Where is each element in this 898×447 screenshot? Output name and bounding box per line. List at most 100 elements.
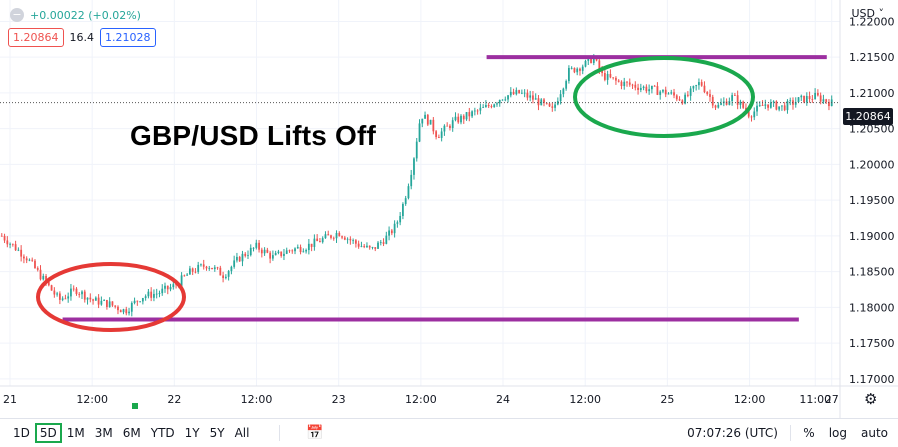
candle-body [155,293,158,295]
candle-body [321,238,324,243]
candle-body [158,293,161,294]
candle-body [750,116,753,118]
candle-body [758,105,761,106]
candle-body [598,60,601,70]
bid-price[interactable]: 1.20864 [8,28,64,47]
low-ellipse[interactable] [36,262,186,332]
candle-body [772,101,775,103]
price-tick-label: 1.19000 [849,230,895,243]
candle-body [191,268,194,272]
range-6m[interactable]: 6M [122,426,141,440]
minus-icon[interactable]: − [10,8,24,22]
candle-body [496,103,498,105]
gear-icon[interactable]: ⚙ [864,391,878,408]
candle-body [47,282,50,286]
candle-body [9,243,11,245]
candle-body [783,105,786,111]
price-tick-label: 1.18500 [849,266,895,279]
candle-body [244,253,247,256]
candle-body [327,234,330,236]
candle-body [498,100,501,104]
candle-body [58,293,61,300]
candle-body [720,103,722,105]
candle-body [706,92,709,95]
price-tick-label: 1.20500 [849,123,895,136]
candle-body [219,267,222,276]
high-ellipse[interactable] [573,56,755,138]
range-selector: 1D 5D 1M 3M 6M YTD 1Y 5Y All [8,423,254,443]
candle-body [260,249,263,254]
candle-body [213,267,216,270]
candle-body [534,98,537,100]
candle-body [200,264,202,266]
candle-body [385,235,388,244]
price-candles [0,54,833,317]
candle-body [106,299,108,308]
calendar-icon[interactable]: 📅 [306,425,324,441]
candle-body [319,241,321,243]
range-3m[interactable]: 3M [94,426,113,440]
candle-body [512,91,515,95]
candle-body [695,85,698,87]
candle-body [83,291,86,300]
candle-body [454,116,457,121]
log-scale-button[interactable]: log [828,426,847,440]
candle-body [568,67,570,82]
candle-body [360,246,363,247]
candle-body [28,259,31,261]
candle-body [565,81,568,89]
candle-body [20,249,23,257]
candle-body [269,252,272,259]
percent-scale-button[interactable]: % [803,426,815,440]
candle-body [371,247,374,248]
candle-body [197,264,200,272]
candle-body [485,105,487,108]
candle-body [266,249,269,253]
candle-body [291,250,294,252]
candle-body [255,242,258,248]
candle-body [42,276,45,280]
candle-body [786,100,789,111]
candle-body [396,222,399,224]
utc-clock[interactable]: 07:07:26 (UTC) [687,426,778,440]
candle-body [825,99,828,102]
auto-scale-button[interactable]: auto [860,426,888,440]
candle-body [17,249,20,251]
candle-body [78,294,81,295]
candle-body [446,125,449,127]
candle-body [117,306,119,311]
candle-body [166,285,169,290]
candle-body [756,105,758,112]
candle-body [523,92,526,94]
candle-body [476,110,479,112]
candle-body [736,95,739,105]
candle-body [592,57,595,63]
candle-body [294,248,296,252]
candle-body [794,102,797,105]
range-ytd[interactable]: YTD [150,426,175,440]
price-change: +0.00022 (+0.02%) [30,8,141,22]
ask-price[interactable]: 1.21028 [100,28,156,47]
time-tick-label: 22 [167,393,181,406]
candle-body [642,86,645,88]
range-1d[interactable]: 1D [13,426,30,440]
range-1y[interactable]: 1Y [184,426,200,440]
candle-body [224,276,227,279]
candle-body [97,297,100,305]
candle-body [377,242,379,249]
range-all[interactable]: All [234,426,250,440]
candle-body [650,85,653,90]
range-5y[interactable]: 5Y [209,426,225,440]
currency-selector[interactable]: USD ˅ [851,7,884,20]
candle-body [543,99,545,103]
candle-body [556,101,559,105]
candle-body [208,267,211,269]
range-5d[interactable]: 5D [34,423,62,443]
candle-body [119,310,122,313]
last-price-tag: 1.20864 [843,108,893,125]
candle-body [316,238,319,242]
range-1m[interactable]: 1M [66,426,85,440]
candle-body [808,96,811,100]
candle-body [653,85,656,87]
